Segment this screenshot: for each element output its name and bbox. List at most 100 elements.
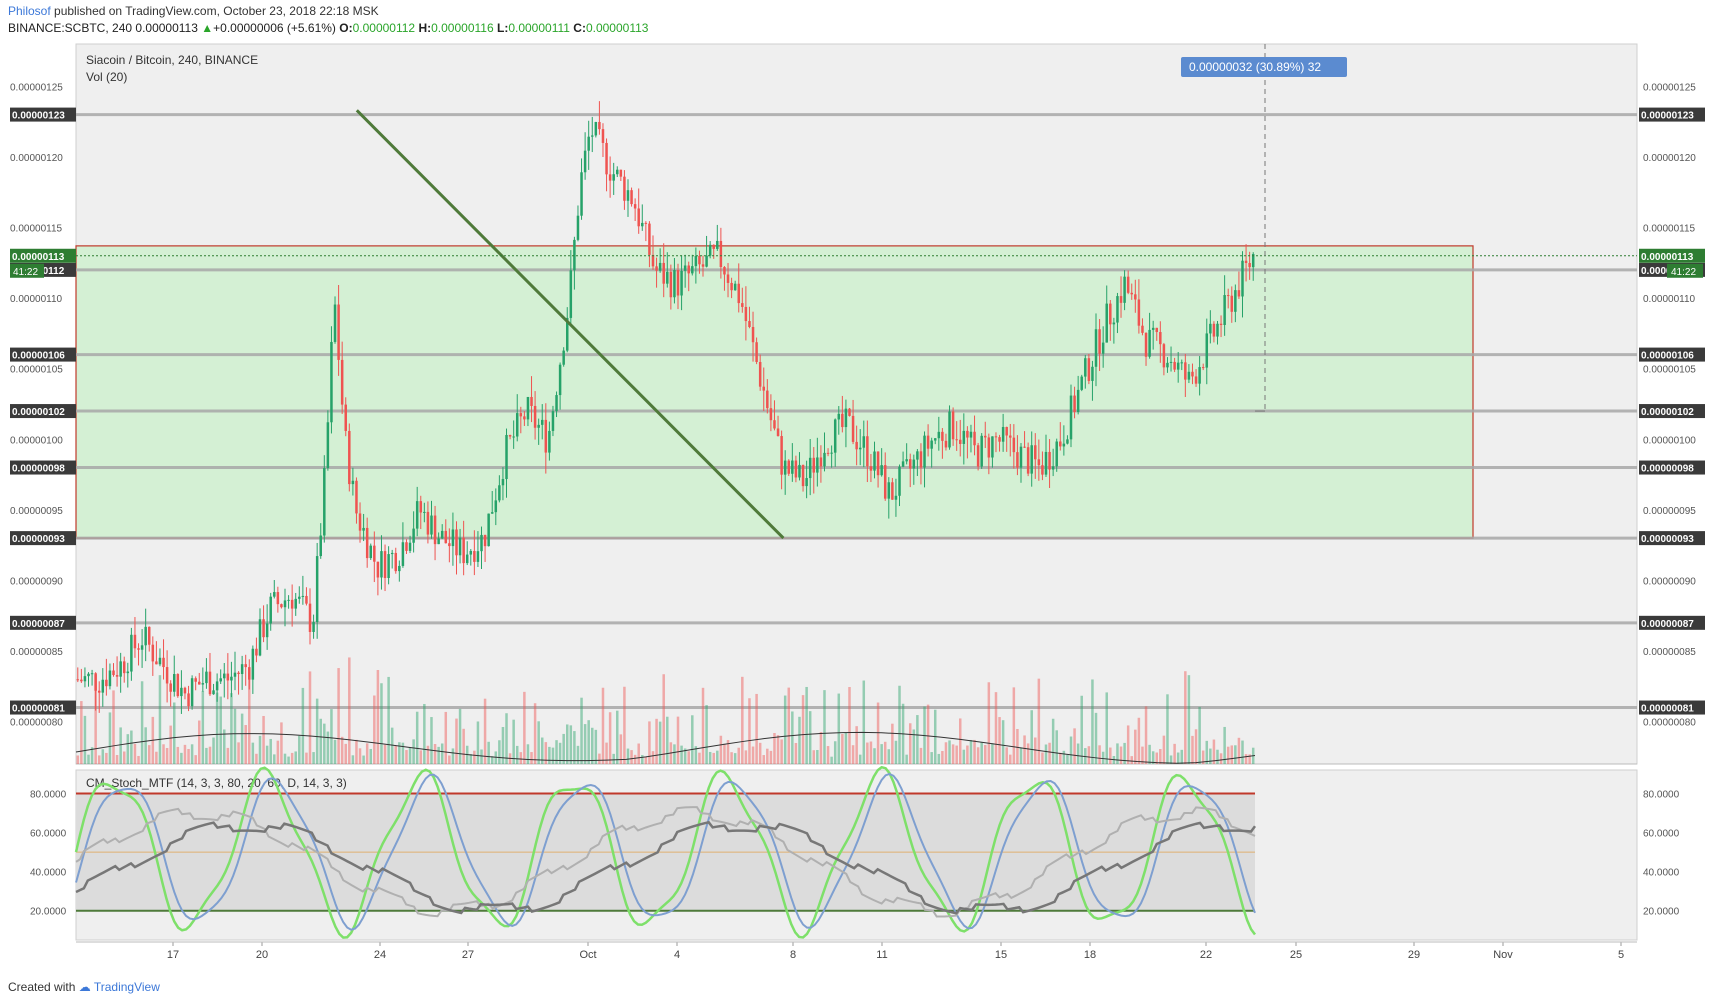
candle <box>898 466 901 496</box>
candle <box>841 413 844 428</box>
volume-bar <box>1223 726 1226 764</box>
candle <box>594 121 598 136</box>
volume-bar <box>755 693 758 764</box>
candle <box>290 599 294 609</box>
candle <box>548 430 551 453</box>
volume-bar <box>87 754 90 764</box>
volume-bar <box>319 718 322 764</box>
volume-bar <box>240 713 244 764</box>
candle <box>826 452 830 454</box>
candle <box>816 457 819 473</box>
volume-bar <box>662 674 665 764</box>
volume-bar <box>748 698 751 764</box>
candle <box>190 678 194 707</box>
volume-bar <box>976 747 980 764</box>
volume-bar <box>201 690 205 764</box>
candle <box>1187 371 1191 380</box>
candle <box>708 244 712 256</box>
range-zone <box>75 245 1474 539</box>
volume-bar <box>723 743 726 764</box>
volume-bar <box>941 751 944 764</box>
volume-bar <box>1119 746 1123 764</box>
volume-bar <box>1144 706 1148 764</box>
volume-bar <box>380 683 383 764</box>
stoch-htf-k-line <box>75 806 1256 918</box>
candle <box>1119 296 1123 303</box>
volume-bar <box>108 712 112 764</box>
candle <box>673 270 676 298</box>
volume-bar <box>262 715 265 764</box>
volume-bar <box>787 687 791 764</box>
volume-bar <box>705 705 708 764</box>
volume-bar <box>737 747 740 764</box>
volume-bar <box>369 748 373 764</box>
candle <box>444 530 448 544</box>
candle <box>1048 451 1051 470</box>
tradingview-link[interactable]: TradingView <box>93 980 160 994</box>
volume-bar <box>994 692 998 764</box>
level-label-left: 0.00000098 <box>12 464 65 475</box>
candle <box>1191 371 1194 377</box>
candle <box>991 436 994 458</box>
x-tick-label: 4 <box>674 949 680 961</box>
candle <box>380 551 383 578</box>
volume-bar <box>869 741 873 764</box>
volume-bar <box>533 703 537 764</box>
candle <box>105 679 108 687</box>
volume-bar <box>812 750 816 764</box>
volume-bar <box>1026 743 1030 764</box>
candle <box>1144 332 1148 357</box>
stoch-y-label-right: 40.0000 <box>1643 868 1680 879</box>
volume-bar <box>1237 737 1241 764</box>
last-price: 0.00000113 <box>135 21 198 35</box>
volume-bar <box>526 744 530 764</box>
candle <box>837 413 841 420</box>
trendline <box>355 109 785 540</box>
volume-bar <box>944 742 948 764</box>
candle <box>355 480 358 514</box>
candle <box>383 551 387 578</box>
candle <box>1237 290 1241 297</box>
volume-bar <box>505 713 508 764</box>
candle <box>351 480 355 485</box>
current-price-right: 0.00000113 <box>1641 252 1694 263</box>
candle <box>487 513 490 547</box>
candle <box>962 430 966 444</box>
candle <box>891 482 894 500</box>
candle <box>526 396 530 420</box>
candle <box>605 142 608 175</box>
volume-bar <box>398 742 401 764</box>
volume-bar <box>140 681 144 764</box>
y-tick-label-right: 0.00000125 <box>1643 82 1696 93</box>
volume-bar <box>651 751 655 764</box>
tradingview-logo-icon[interactable]: ☁ <box>78 980 91 994</box>
volume-bar <box>1005 747 1008 764</box>
volume-bar <box>190 744 194 764</box>
candle <box>1201 367 1205 369</box>
candle <box>1226 295 1230 297</box>
candle <box>358 513 362 531</box>
author-link[interactable]: Philosof <box>8 4 51 18</box>
candle <box>430 515 433 535</box>
volume-bar <box>455 718 458 764</box>
candle <box>201 683 205 685</box>
volume-bar <box>498 740 501 764</box>
high-value: 0.00000116 <box>431 21 494 35</box>
candle <box>258 619 262 656</box>
volume-bar <box>1244 754 1248 764</box>
volume-bar <box>655 718 658 764</box>
candle <box>1069 395 1073 440</box>
volume-bar <box>376 670 380 764</box>
candle <box>223 673 226 679</box>
publish-info: Philosof published on TradingView.com, O… <box>8 4 379 18</box>
candle <box>1059 441 1062 447</box>
volume-bar <box>473 750 476 764</box>
volume-bar <box>1166 694 1169 764</box>
candle <box>576 215 580 240</box>
countdown-left: 41:22 <box>13 267 38 278</box>
candle <box>633 204 637 209</box>
level-label-right-bg <box>1639 615 1705 630</box>
volume-bar <box>683 748 687 764</box>
y-tick-label-right: 0.00000115 <box>1643 224 1696 235</box>
